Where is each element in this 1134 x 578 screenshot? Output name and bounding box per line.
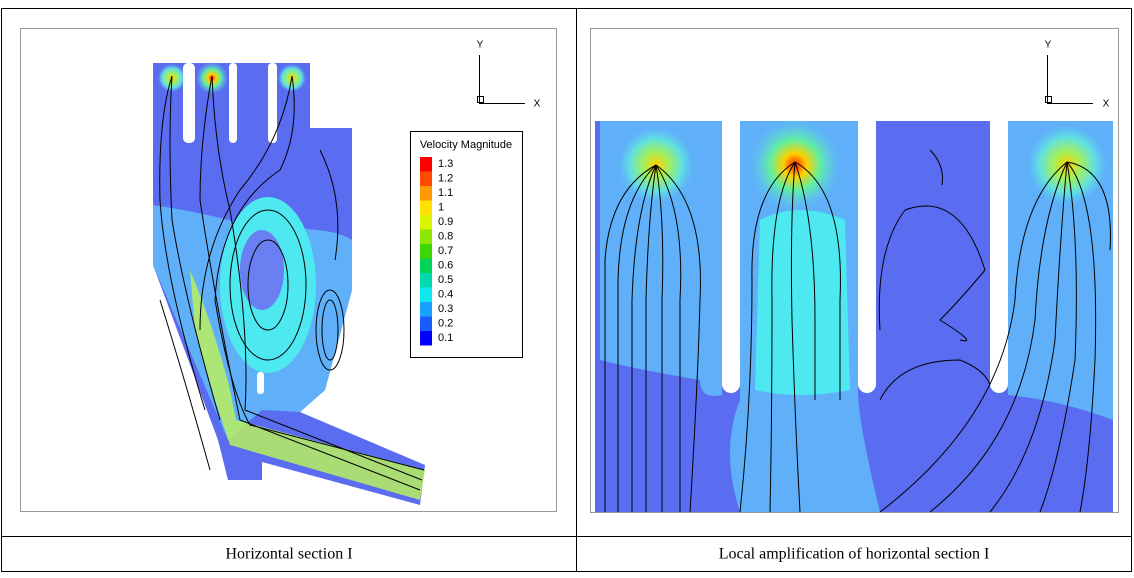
axis-label-x: X — [1103, 99, 1110, 110]
legend-swatch — [420, 273, 432, 288]
legend-swatch — [420, 186, 432, 201]
legend-swatch — [420, 331, 432, 346]
legend-label: 0.6 — [438, 260, 453, 272]
legend-swatch — [420, 302, 432, 317]
legend-label: 0.2 — [438, 318, 453, 330]
legend-swatch — [420, 201, 432, 216]
legend-title: Velocity Magnitude — [420, 139, 512, 151]
legend-label: 0.1 — [438, 332, 453, 344]
legend-swatch — [420, 172, 432, 187]
legend-label: 0.5 — [438, 274, 453, 286]
legend-swatch — [420, 317, 432, 332]
legend-swatch — [420, 244, 432, 259]
legend-label: 1 — [438, 202, 444, 214]
caption: Horizontal section I — [225, 546, 352, 563]
legend-label: 1.2 — [438, 173, 453, 185]
axis-label-y: Y — [1045, 40, 1052, 51]
legend-swatch — [420, 230, 432, 245]
axis-label-x: X — [534, 99, 541, 110]
legend-label: 0.4 — [438, 289, 453, 301]
legend-swatch — [420, 288, 432, 303]
legend-label: 1.1 — [438, 187, 453, 199]
legend-box: Velocity Magnitude 1.3 1.2 1.1 1 0.9 0.8 0.7 0.… — [411, 132, 523, 358]
caption: Local amplification of horizontal sectio… — [719, 546, 990, 563]
legend-swatch — [420, 157, 432, 172]
legend-label: 0.7 — [438, 245, 453, 257]
axis-label-y: Y — [477, 40, 484, 51]
right-image: Y X — [591, 29, 1119, 513]
legend-label: 0.9 — [438, 216, 453, 228]
legend-swatch — [420, 259, 432, 274]
legend-label: 0.3 — [438, 303, 453, 315]
figure: Velocity Magnitude 1.3 1.2 1.1 1 0.9 0.8 0.7 0.… — [0, 0, 1134, 573]
left-image: Velocity Magnitude 1.3 1.2 1.1 1 0.9 0.8 0.7 0.… — [21, 29, 557, 512]
legend-label: 1.3 — [438, 158, 453, 170]
legend-label: 0.8 — [438, 231, 453, 243]
legend-swatch — [420, 215, 432, 230]
